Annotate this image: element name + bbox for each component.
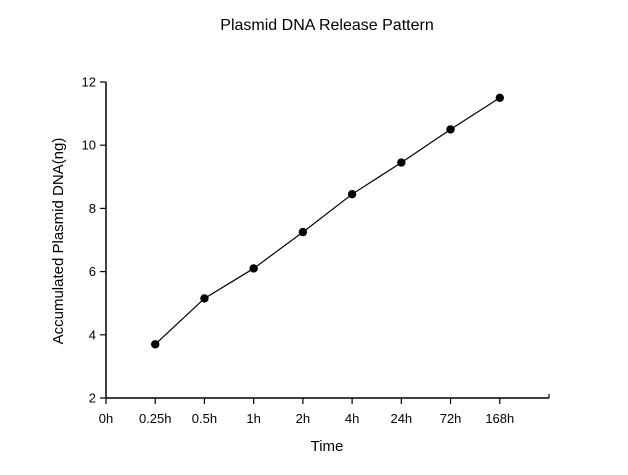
x-tick-label: 72h	[440, 411, 462, 426]
x-tick-label: 0h	[99, 411, 113, 426]
x-tick-label: 0.25h	[139, 411, 172, 426]
x-tick-label: 24h	[390, 411, 412, 426]
data-point-marker	[495, 93, 504, 103]
x-tick-label: 0.5h	[192, 411, 217, 426]
y-tick-label: 2	[89, 391, 96, 406]
x-axis-title: Time	[311, 438, 344, 455]
data-point-marker	[151, 340, 160, 349]
y-tick-label: 10	[82, 138, 96, 153]
x-tick-label: 1h	[246, 411, 260, 426]
x-tick-label: 168h	[485, 411, 514, 426]
data-point-marker	[249, 264, 258, 273]
chart-title: Plasmid DNA Release Pattern	[220, 17, 433, 34]
y-tick-label: 8	[89, 201, 96, 216]
y-axis-title: Accumulated Plasmid DNA(ng)	[50, 138, 67, 345]
data-point-marker	[298, 227, 308, 237]
data-point-marker	[446, 125, 455, 134]
x-tick-label: 2h	[296, 411, 310, 426]
data-point-marker	[397, 158, 406, 167]
y-tick-label: 12	[82, 75, 96, 90]
x-tick-label: 4h	[345, 411, 359, 426]
data-point-marker	[347, 189, 357, 199]
plot-area: 2 4 6 8 10 12 0h 0.25h 0.5h 1h 2h 4h 24h 72h 168h	[82, 75, 550, 426]
y-tick-label: 6	[89, 264, 96, 279]
data-point-marker	[200, 294, 209, 303]
y-tick-label: 4	[89, 327, 96, 342]
series-line	[154, 97, 501, 345]
